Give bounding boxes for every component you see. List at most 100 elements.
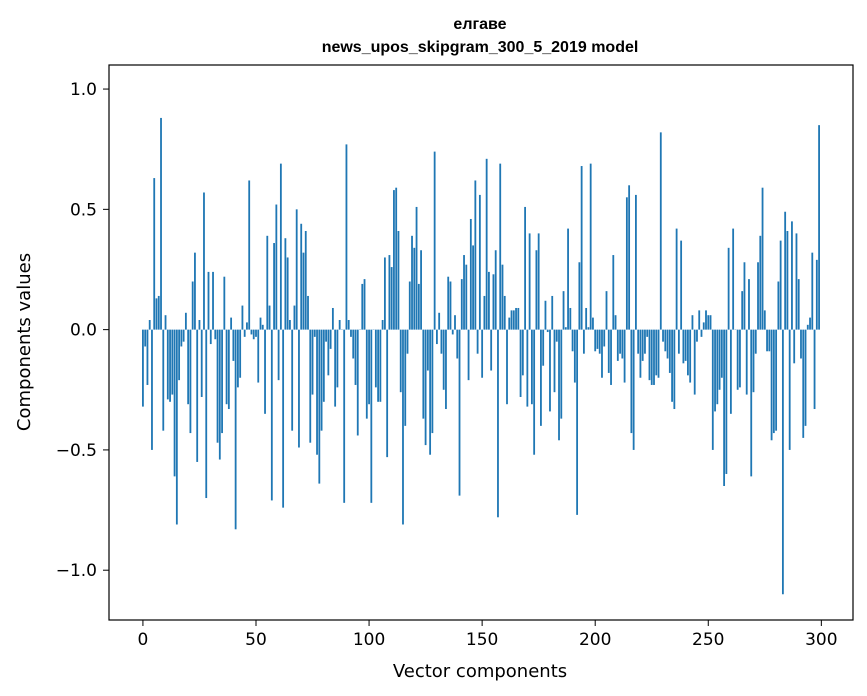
- bar: [148, 320, 151, 330]
- bar: [655, 329, 658, 376]
- bar: [596, 329, 599, 349]
- bar: [784, 211, 787, 330]
- bar: [788, 329, 791, 450]
- bar: [356, 329, 359, 436]
- bar: [144, 329, 147, 347]
- bar: [809, 317, 811, 330]
- bar: [770, 329, 773, 441]
- bar: [239, 329, 242, 378]
- bar: [212, 271, 214, 330]
- y-axis-label: Components values: [14, 253, 35, 431]
- bar: [542, 329, 545, 366]
- bar: [698, 310, 701, 330]
- bar: [329, 329, 332, 349]
- bar: [646, 329, 649, 337]
- bar: [673, 329, 676, 410]
- bar: [526, 329, 529, 407]
- bar: [336, 329, 339, 388]
- bar: [607, 329, 610, 373]
- bar: [198, 320, 201, 330]
- y-tick-label: −0.5: [56, 441, 97, 461]
- bar: [187, 329, 190, 405]
- y-axis-ticks: −1.0 −0.5 0.0 0.5 1.0: [56, 80, 109, 581]
- bar: [772, 329, 775, 434]
- bar: [537, 233, 540, 330]
- bar: [436, 329, 438, 345]
- bar: [431, 329, 434, 434]
- bar: [630, 329, 633, 434]
- bar: [582, 329, 585, 354]
- bar: [422, 329, 425, 419]
- bar: [644, 329, 646, 354]
- y-tick-label: 1.0: [70, 80, 97, 100]
- bar: [668, 329, 671, 373]
- bar: [295, 209, 298, 330]
- bar: [365, 329, 368, 419]
- bar: [625, 197, 628, 330]
- bar: [677, 329, 680, 354]
- bar: [623, 329, 626, 383]
- bar: [519, 329, 522, 397]
- x-tick-label: 0: [138, 630, 149, 650]
- bar: [786, 230, 789, 330]
- bar: [142, 329, 144, 407]
- bar: [327, 329, 330, 376]
- bar: [490, 329, 493, 371]
- bar: [214, 329, 217, 340]
- bar: [752, 329, 755, 393]
- bar: [307, 295, 309, 330]
- bar: [628, 185, 631, 330]
- bar: [246, 322, 248, 330]
- bar: [381, 320, 384, 330]
- bar: [338, 320, 341, 330]
- bar: [815, 259, 818, 330]
- bar: [544, 300, 547, 330]
- bar: [293, 305, 296, 330]
- bar: [689, 329, 692, 383]
- bar: [806, 324, 809, 330]
- bar: [650, 329, 653, 385]
- bar: [768, 329, 771, 352]
- bar: [350, 329, 352, 337]
- chart-title-line1: елгаве: [453, 16, 506, 33]
- bar: [757, 262, 759, 330]
- bar: [383, 257, 386, 330]
- bar: [331, 307, 334, 330]
- y-tick-label: 0.0: [70, 321, 97, 341]
- bar: [257, 329, 260, 383]
- bar: [736, 329, 739, 390]
- bar: [173, 329, 176, 477]
- bar: [266, 235, 269, 330]
- bar: [714, 329, 716, 412]
- bar: [472, 245, 474, 330]
- bar: [184, 312, 187, 330]
- bar: [463, 255, 465, 330]
- bar: [180, 329, 183, 347]
- bar: [259, 317, 262, 330]
- bar: [592, 317, 594, 330]
- bar: [639, 329, 642, 378]
- bar: [494, 250, 497, 330]
- bar: [700, 329, 703, 337]
- bar: [162, 329, 165, 431]
- bar: [406, 329, 409, 354]
- bar: [641, 329, 644, 361]
- bar: [178, 329, 181, 381]
- bar: [476, 329, 479, 354]
- chart-title-line2: news_upos_skipgram_300_5_2019 model: [322, 39, 639, 56]
- bar: [379, 329, 382, 402]
- bar: [370, 329, 373, 503]
- bar: [562, 291, 565, 330]
- bar: [662, 329, 664, 342]
- bar: [813, 329, 816, 410]
- x-tick-label: 150: [466, 630, 498, 650]
- bar: [467, 329, 470, 381]
- bar: [325, 329, 327, 342]
- bar: [390, 267, 393, 330]
- bar: [426, 329, 429, 371]
- bar: [524, 206, 526, 330]
- bar: [614, 315, 617, 330]
- bar: [284, 238, 287, 330]
- bar: [205, 329, 208, 499]
- bar: [171, 329, 174, 395]
